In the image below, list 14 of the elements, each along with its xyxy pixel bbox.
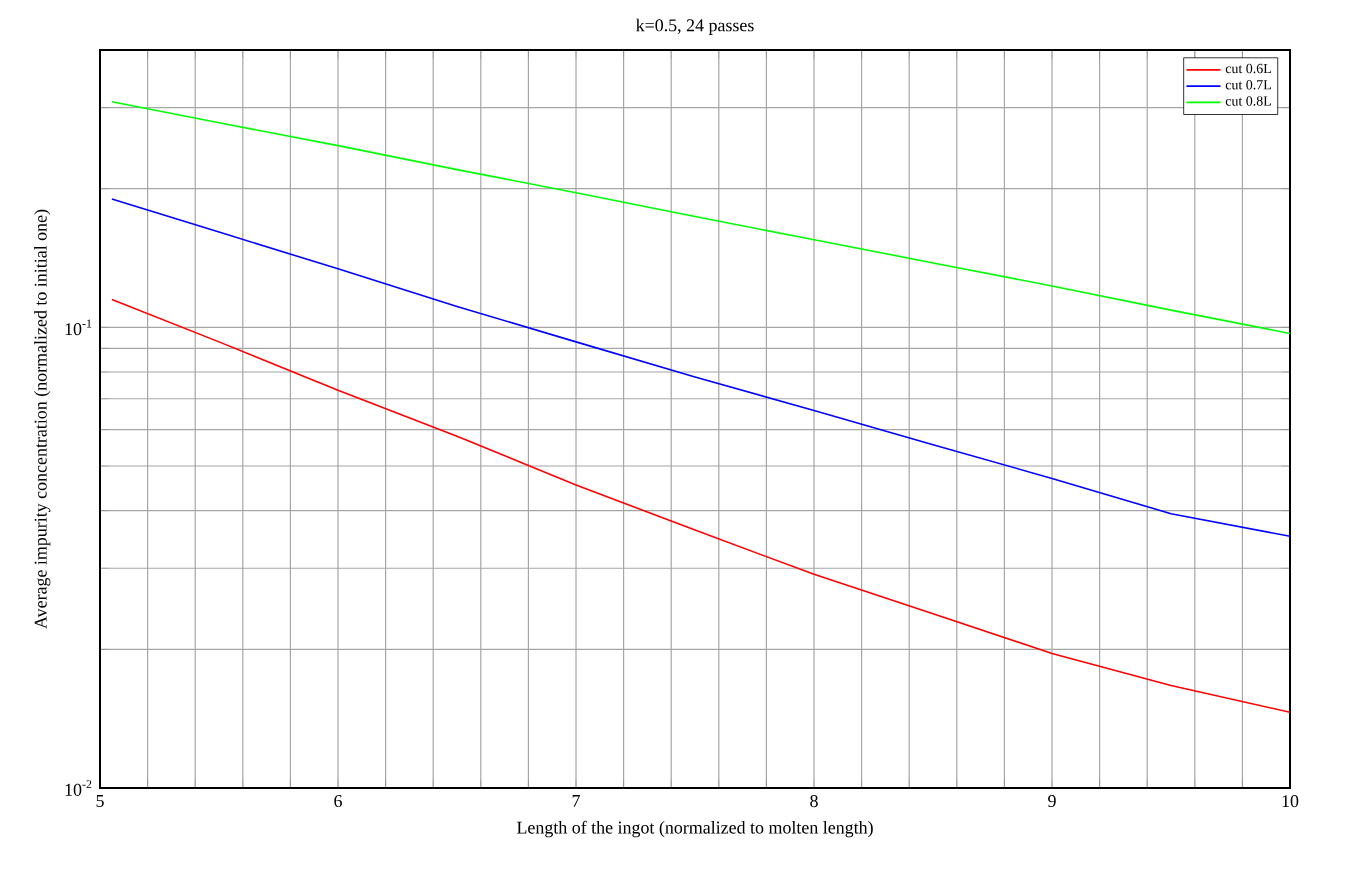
x-tick-label: 10 [1282,795,1299,808]
chart-title: k=0.5, 24 passes [636,18,754,35]
x-tick-label: 8 [810,795,818,808]
y-tick-label: 10$^{-2}$ [65,780,92,796]
line-series [111,100,1291,335]
x-tick-label: 7 [572,795,580,807]
x-axis-title: Length of the ingot (normalized to molten length) [517,820,873,838]
y-axis-title: Average impurity concentration (normalized to initial one) [34,209,51,629]
line-series [111,298,1291,714]
line-series [111,198,1291,538]
x-tick-label: 5 [96,795,104,807]
x-tick-label: 6 [334,795,342,808]
y-tick-label: 10$^{-1}$ [65,319,92,336]
x-tick-label: 9 [1048,795,1056,808]
